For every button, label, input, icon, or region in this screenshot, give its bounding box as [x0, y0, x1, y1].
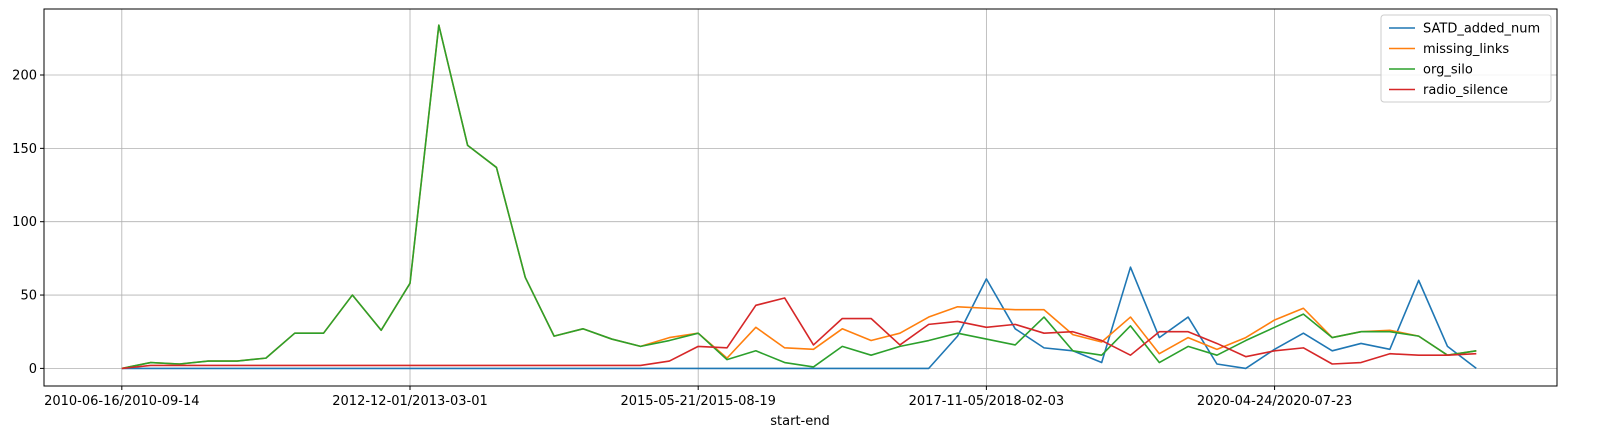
legend-box [1380, 14, 1552, 103]
legend-label: org_silo [1423, 63, 1473, 78]
series-lines [121, 24, 1477, 370]
y-tick-label: 100 [12, 215, 37, 230]
legend: SATD_added_num missing_links org_siloradio… [1380, 14, 1552, 103]
series-line-org-silo [121, 24, 1477, 370]
series-line-SATD-added-num [121, 266, 1477, 370]
legend-label: SATD_added_num [1423, 22, 1540, 37]
x-tick-label: 2020-04-24/2020-07-23 [1197, 394, 1352, 409]
x-tick-label: 2012-12-01/2013-03-01 [332, 394, 487, 409]
series-line-radio-silence [121, 297, 1477, 370]
y-tick-label: 50 [20, 289, 37, 304]
x-tick-label: 2015-05-21/2015-08-19 [620, 394, 775, 409]
legend-label: radio_silence [1423, 83, 1508, 98]
plot-background [44, 9, 1557, 386]
x-axis-label: start-end [770, 414, 829, 429]
legend-label: missing_links [1423, 42, 1509, 57]
y-axis: 0 50 100 150 200 [12, 69, 44, 377]
y-tick-label: 0 [29, 362, 37, 377]
x-tick-label: 2010-06-16/2010-09-14 [44, 394, 199, 409]
plot-frame [43, 8, 1558, 387]
x-axis: 2010-06-16/2010-09-14 2012-12-01/2013-03-… [44, 386, 1352, 409]
y-tick-label: 150 [12, 142, 37, 157]
y-tick-label: 200 [12, 69, 37, 84]
x-tick-label: 2017-11-05/2018-02-03 [909, 394, 1064, 409]
